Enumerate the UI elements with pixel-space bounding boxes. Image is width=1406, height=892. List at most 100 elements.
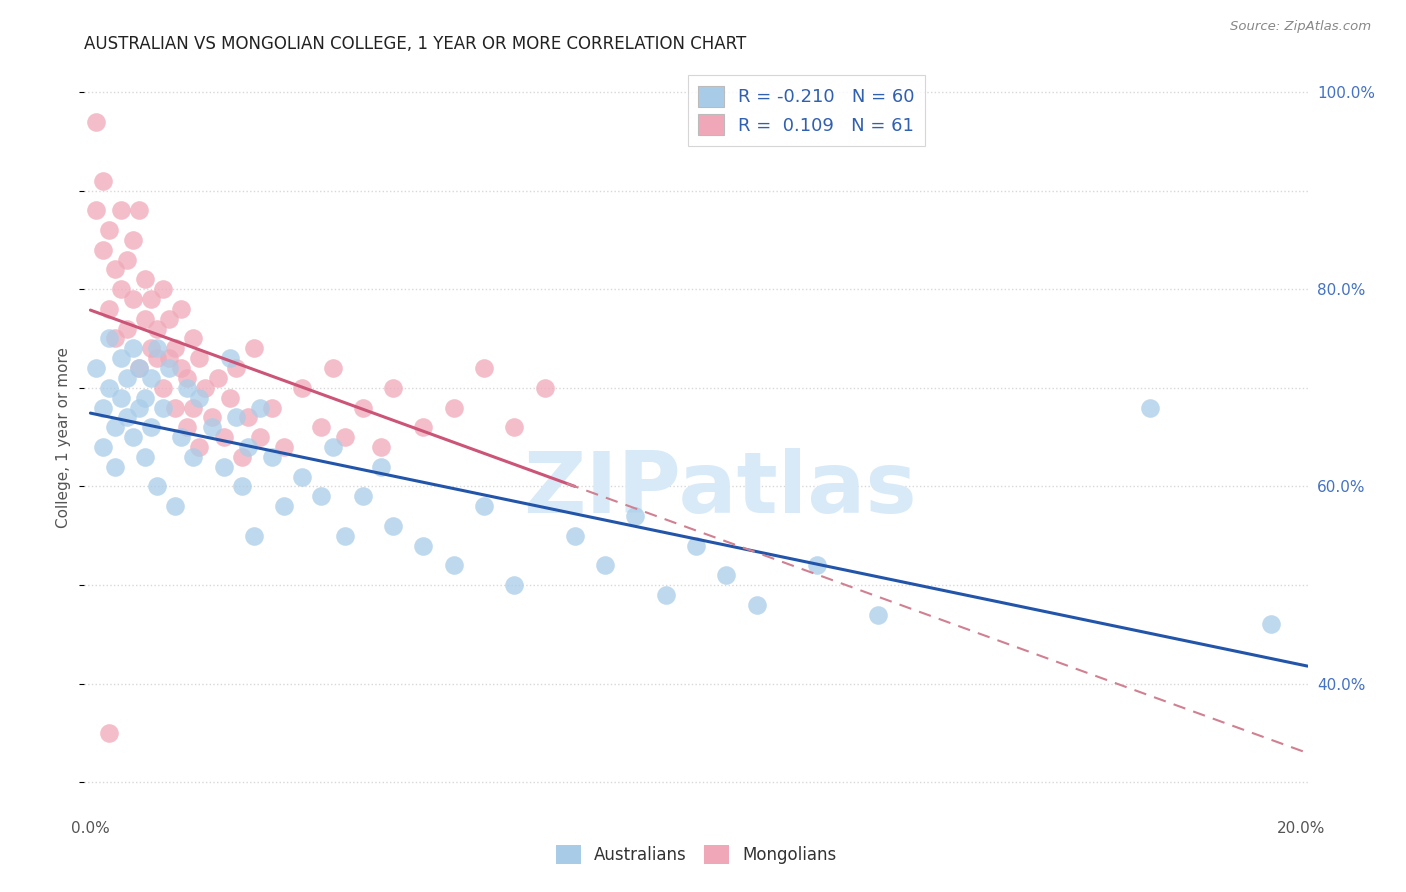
Point [91,174,114,188]
Point [139,292,162,306]
Point [472,499,495,513]
Point [176,381,198,395]
Point [1139,401,1161,415]
Point [333,430,356,444]
Point [115,321,138,335]
Point [236,410,259,425]
Point [382,518,405,533]
Point [97,381,120,395]
Point [176,420,198,434]
Point [716,568,738,582]
Point [225,361,247,376]
Point [86,203,108,218]
Point [110,351,132,366]
Point [273,440,295,454]
Point [212,430,235,444]
Point [333,529,356,543]
Legend: Australians, Mongolians: Australians, Mongolians [550,838,842,871]
Point [322,361,344,376]
Point [104,420,127,434]
Point [104,459,127,474]
Point [115,371,138,385]
Text: AUSTRALIAN VS MONGOLIAN COLLEGE, 1 YEAR OR MORE CORRELATION CHART: AUSTRALIAN VS MONGOLIAN COLLEGE, 1 YEAR … [84,35,747,53]
Point [128,401,150,415]
Point [624,508,647,523]
Point [685,539,707,553]
Point [128,361,150,376]
Point [207,371,229,385]
Point [152,401,174,415]
Point [225,410,247,425]
Point [104,331,127,345]
Point [200,420,222,434]
Point [200,410,222,425]
Point [231,479,253,493]
Point [183,401,205,415]
Point [593,558,616,573]
Point [654,588,676,602]
Point [146,479,169,493]
Point [86,361,108,376]
Point [157,361,180,376]
Point [443,401,465,415]
Point [188,440,211,454]
Point [152,381,174,395]
Text: Source: ZipAtlas.com: Source: ZipAtlas.com [1230,20,1371,33]
Point [91,401,114,415]
Point [91,440,114,454]
Point [110,391,132,405]
Point [231,450,253,464]
Point [183,450,205,464]
Point [139,342,162,356]
Point [146,342,169,356]
Point [564,529,586,543]
Point [309,420,332,434]
Point [183,331,205,345]
Point [134,391,156,405]
Point [170,361,193,376]
Point [218,351,240,366]
Point [352,401,374,415]
Point [322,440,344,454]
Point [218,391,240,405]
Point [243,342,266,356]
Point [503,578,526,592]
Point [165,342,187,356]
Point [249,430,271,444]
Point [745,598,768,612]
Point [97,301,120,316]
Point [134,311,156,326]
Point [243,529,266,543]
Point [352,489,374,503]
Point [262,450,284,464]
Point [273,499,295,513]
Point [212,459,235,474]
Point [165,499,187,513]
Point [806,558,828,573]
Point [236,440,259,454]
Point [165,401,187,415]
Point [1260,617,1282,632]
Point [176,371,198,385]
Point [503,420,526,434]
Point [115,410,138,425]
Text: ZIPatlas: ZIPatlas [523,448,917,531]
Point [91,243,114,257]
Point [152,282,174,296]
Point [139,371,162,385]
Point [533,381,555,395]
Point [157,351,180,366]
Point [170,430,193,444]
Point [412,539,434,553]
Point [412,420,434,434]
Point [139,420,162,434]
Point [370,440,392,454]
Point [115,252,138,267]
Point [86,114,108,128]
Point [170,301,193,316]
Point [110,282,132,296]
Point [128,361,150,376]
Point [146,351,169,366]
Point [249,401,271,415]
Point [157,311,180,326]
